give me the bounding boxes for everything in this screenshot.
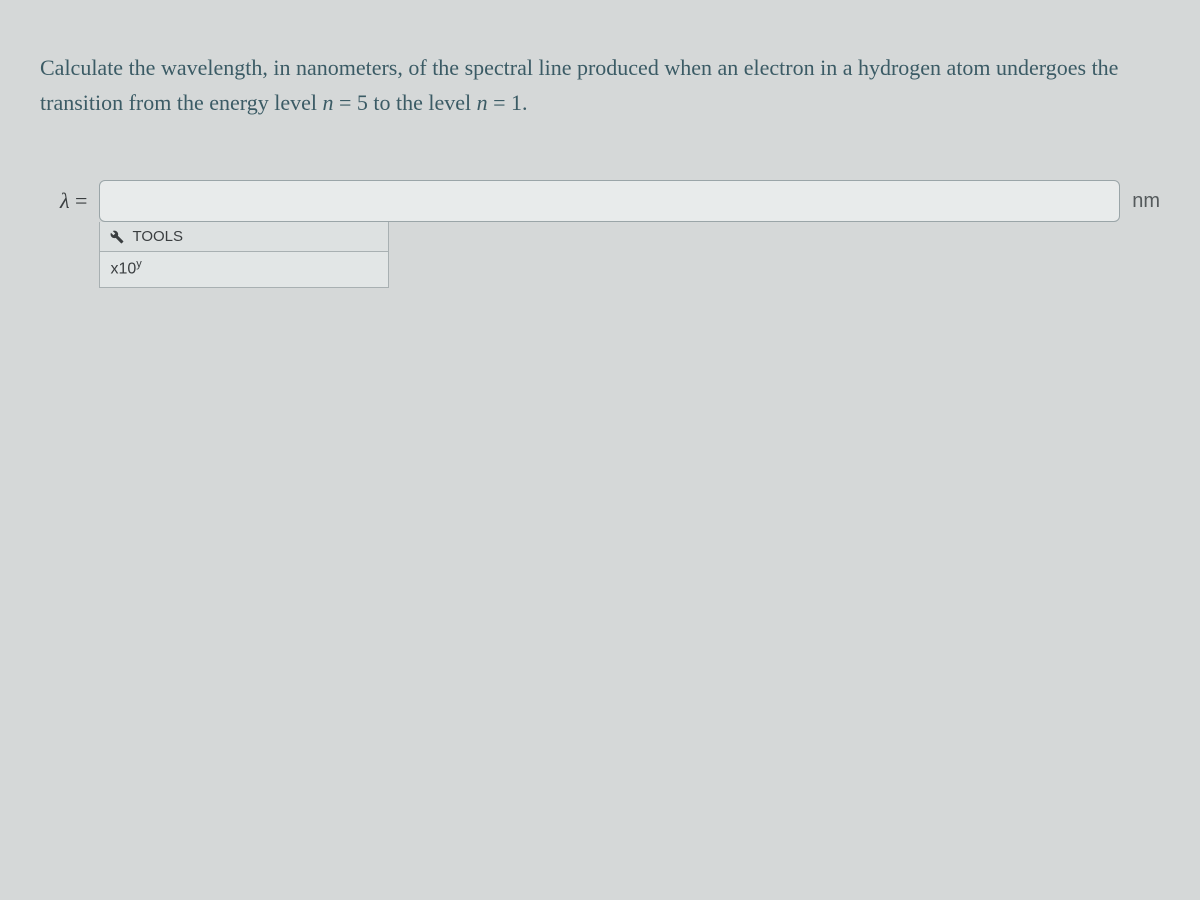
- tools-header: TOOLS: [100, 222, 388, 252]
- tools-header-label: TOOLS: [132, 228, 183, 245]
- variable-n-1: n: [322, 90, 333, 115]
- variable-n-2: n: [477, 90, 488, 115]
- unit-label: nm: [1132, 180, 1160, 213]
- input-tools-wrap: TOOLS x10y: [99, 180, 1120, 287]
- lambda-symbol: λ: [60, 188, 70, 213]
- question-eq1: = 5 to the level: [333, 90, 476, 115]
- question-prompt: Calculate the wavelength, in nanometers,…: [40, 50, 1160, 120]
- question-container: Calculate the wavelength, in nanometers,…: [0, 0, 1200, 900]
- answer-row: λ = TOOLS x10y nm: [60, 180, 1160, 287]
- tools-panel: TOOLS x10y: [99, 222, 389, 287]
- lambda-label: λ =: [60, 180, 87, 214]
- wrench-icon: [110, 230, 124, 244]
- equals-sign: =: [70, 188, 88, 213]
- wavelength-input[interactable]: [99, 180, 1120, 222]
- sci-notation-base: x10: [110, 261, 136, 278]
- question-line1: Calculate the wavelength, in nanometers,…: [40, 55, 1118, 80]
- sci-notation-button[interactable]: x10y: [100, 252, 388, 286]
- question-line2-prefix: transition from the energy level: [40, 90, 322, 115]
- question-eq2: = 1.: [488, 90, 528, 115]
- sci-notation-exponent: y: [136, 258, 142, 270]
